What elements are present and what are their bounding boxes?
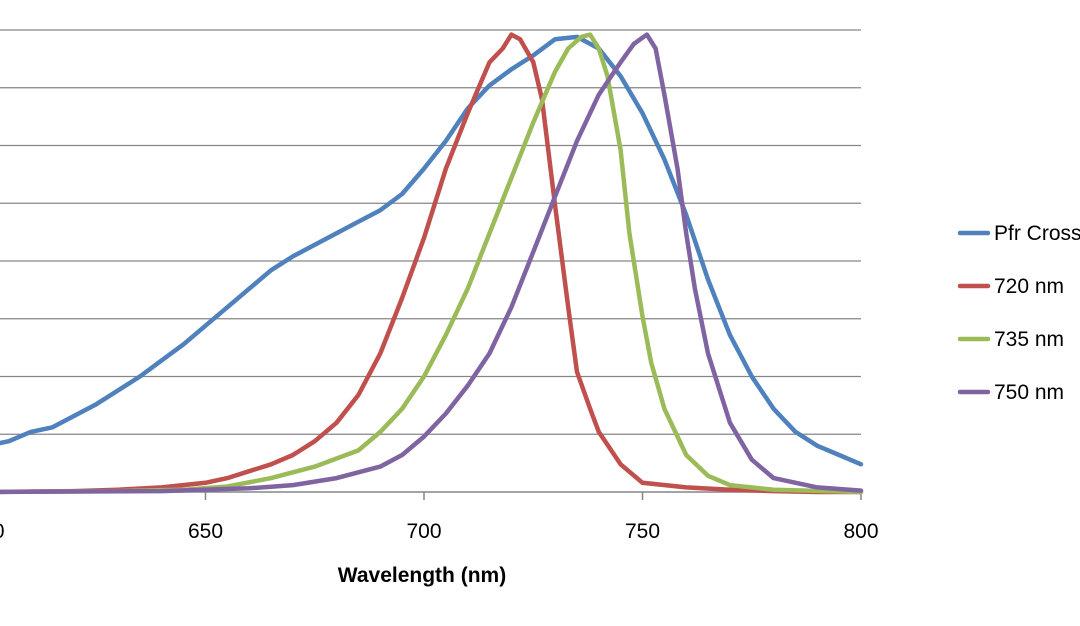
x-tick-label: 700 xyxy=(406,520,441,543)
legend-label: 735 nm xyxy=(994,328,1064,351)
gridlines xyxy=(0,29,861,435)
series-line-1 xyxy=(0,32,864,495)
series-group xyxy=(0,32,864,495)
x-tick-label: 600 xyxy=(0,520,5,543)
legend-item: 720 nm xyxy=(957,275,1064,298)
x-tick-label: 750 xyxy=(625,520,660,543)
legend-item: 735 nm xyxy=(957,328,1064,351)
x-axis-title: Wavelength (nm) xyxy=(338,564,506,587)
legend-label: 750 nm xyxy=(994,381,1064,404)
legend-item: Pfr Cross-section xyxy=(957,222,1080,245)
series-line-0 xyxy=(0,34,864,467)
x-tick-label: 650 xyxy=(188,520,223,543)
legend: Pfr Cross-section 720 nm 735 nm 750 nm xyxy=(957,222,1080,404)
x-tick-label: 800 xyxy=(843,520,878,543)
series-line-2 xyxy=(0,32,864,495)
legend-label: Pfr Cross-section xyxy=(994,222,1080,245)
legend-label: 720 nm xyxy=(994,275,1064,298)
legend-item: 750 nm xyxy=(957,381,1064,404)
series-line-3 xyxy=(0,32,864,495)
x-ticks: 600 650 700 750 800 xyxy=(0,492,879,543)
